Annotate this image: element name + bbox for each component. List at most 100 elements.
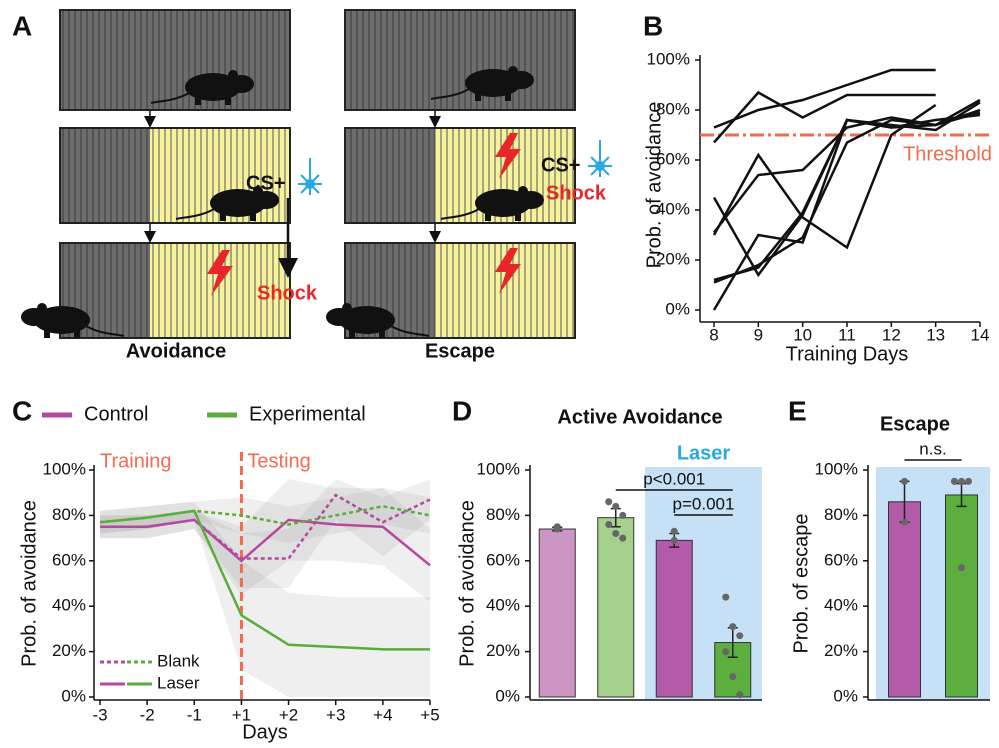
chamber — [60, 128, 150, 223]
x-tick-label: +4 — [373, 705, 392, 724]
chamber — [60, 10, 290, 110]
laser-icon — [298, 158, 322, 195]
data-point — [619, 535, 626, 542]
x-tick-label: -1 — [187, 705, 202, 724]
significance-label: p<0.001 — [643, 469, 705, 488]
y-tick-label: 100% — [647, 49, 690, 68]
y-axis-label: Prob. of escape — [790, 513, 812, 653]
bar — [539, 529, 575, 697]
y-tick-label: 60% — [52, 550, 86, 569]
figure: A B C D E CS+ Shock — [0, 0, 999, 743]
data-point — [958, 478, 965, 485]
y-tick-label: 0% — [61, 686, 86, 705]
series-line — [714, 115, 980, 280]
data-point — [605, 521, 612, 528]
y-tick-label: 100% — [43, 459, 86, 478]
x-tick-label: +1 — [232, 705, 251, 724]
data-point — [671, 537, 678, 544]
laser-icon — [588, 140, 612, 177]
significance-label: p=0.001 — [673, 494, 735, 513]
data-point — [605, 498, 612, 505]
data-point — [729, 623, 736, 630]
y-tick-label: 0% — [495, 686, 520, 705]
cs-label: CS+ — [246, 172, 285, 194]
y-tick-label: 20% — [824, 641, 858, 660]
data-point — [554, 523, 561, 530]
significance-label: n.s. — [919, 439, 946, 458]
shock-label: Shock — [546, 182, 607, 204]
x-tick-label: +3 — [326, 705, 345, 724]
y-tick-label: 40% — [486, 596, 520, 615]
panel-label: B — [643, 10, 663, 41]
x-tick-label: +5 — [420, 705, 439, 724]
data-point — [901, 478, 908, 485]
data-point — [612, 503, 619, 510]
y-tick-label: 60% — [824, 550, 858, 569]
y-axis-label: Prob. of avoidance — [18, 500, 40, 667]
y-tick-label: 100% — [815, 459, 858, 478]
data-point — [619, 512, 626, 519]
y-tick-label: 20% — [52, 641, 86, 660]
legend-label: Blank — [157, 651, 200, 670]
diagram: CS+ Shock Avoidance CS+ Shock Escape — [21, 10, 612, 362]
bar — [598, 518, 634, 697]
data-point — [722, 594, 729, 601]
chart-title: Active Avoidance — [557, 406, 722, 428]
y-tick-label: 100% — [477, 459, 520, 478]
data-point — [965, 478, 972, 485]
bar — [889, 502, 921, 697]
y-tick-label: 80% — [52, 505, 86, 524]
data-point — [951, 478, 958, 485]
data-point — [729, 673, 736, 680]
panel-label: C — [12, 395, 32, 426]
cs-label: CS+ — [541, 154, 580, 176]
legend-label: Experimental — [249, 403, 366, 425]
panel-label: D — [452, 395, 472, 426]
panel-label: A — [12, 10, 32, 41]
data-point — [736, 632, 743, 639]
x-axis-label: Training Days — [786, 343, 909, 365]
caption: Avoidance — [126, 340, 226, 362]
x-tick-label: 11 — [838, 325, 856, 344]
y-tick-label: 0% — [665, 299, 690, 318]
highlight-label: Laser — [677, 442, 731, 464]
bar — [656, 540, 692, 697]
data-point — [612, 530, 619, 537]
x-axis-label: Days — [242, 721, 288, 743]
threshold-label: Threshold — [903, 143, 992, 165]
chamber — [345, 128, 435, 223]
chamber — [345, 10, 575, 110]
y-tick-label: 40% — [824, 596, 858, 615]
data-point — [901, 519, 908, 526]
data-point — [958, 564, 965, 571]
y-tick-label: 60% — [486, 550, 520, 569]
phase-label: Training — [100, 450, 172, 472]
series-line — [714, 100, 980, 310]
caption: Escape — [425, 340, 495, 362]
x-tick-label: +2 — [279, 705, 298, 724]
y-tick-label: 0% — [833, 686, 858, 705]
y-tick-label: 80% — [824, 505, 858, 524]
y-axis-label: Prob. of avoidance — [643, 102, 665, 269]
x-tick-label: -2 — [140, 705, 155, 724]
x-tick-label: 13 — [926, 325, 945, 344]
phase-label: Testing — [247, 450, 310, 472]
y-axis-label: Prob. of avoidance — [456, 500, 478, 667]
x-tick-label: 9 — [754, 325, 763, 344]
data-point — [671, 528, 678, 535]
panel-label: E — [788, 395, 807, 426]
data-point — [736, 691, 743, 698]
x-tick-label: 10 — [793, 325, 812, 344]
x-tick-label: 12 — [882, 325, 901, 344]
data-point — [722, 648, 729, 655]
y-tick-label: 80% — [486, 505, 520, 524]
chart-title: Escape — [880, 413, 950, 435]
legend-label: Control — [84, 403, 148, 425]
series-line — [714, 113, 980, 283]
legend-label: Laser — [157, 673, 200, 692]
x-tick-label: 8 — [709, 325, 718, 344]
y-tick-label: 40% — [52, 596, 86, 615]
bar — [946, 495, 978, 697]
x-tick-label: 14 — [971, 325, 990, 344]
shock-label: Shock — [257, 282, 318, 304]
